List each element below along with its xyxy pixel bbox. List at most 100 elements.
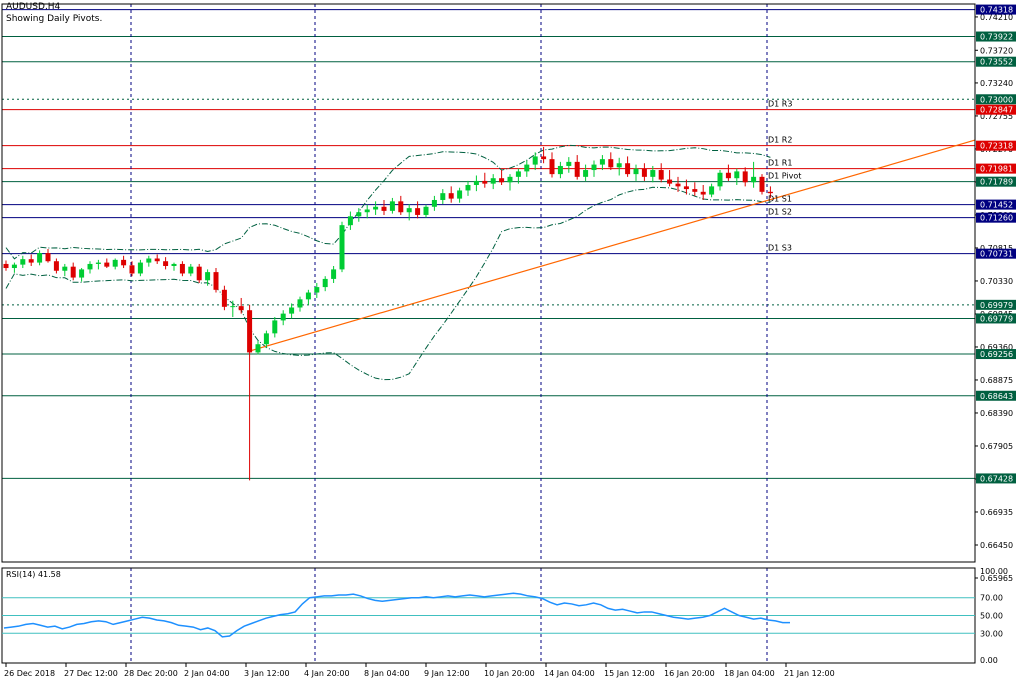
candle-body [658, 170, 664, 180]
upper-band [5, 144, 771, 260]
price-tag-bg [976, 56, 1016, 67]
pivot-label: D1 R2 [768, 136, 792, 145]
candle-body [583, 170, 589, 177]
price-tag-bg [976, 390, 1016, 401]
price-tag: 0.73922 [980, 33, 1013, 42]
candle-body [415, 208, 421, 215]
trendline[interactable] [249, 139, 976, 352]
time-axis: 26 Dec 2018 27 Dec 12:00 28 Dec 20:00 2 Jan… [4, 663, 835, 678]
day-separators [130, 4, 768, 663]
candle-body [373, 206, 379, 210]
time-tick-label: 2 Jan 04:00 [184, 669, 230, 678]
price-tag-bg [976, 473, 1016, 484]
pivot-labels: D1 R3 D1 R2 D1 R1 D1 Pivot D1 S1 D1 S2 D1 S3 [768, 100, 801, 253]
price-tag: 0.74318 [980, 6, 1013, 15]
candle-body [633, 168, 639, 175]
price-tag: 0.68643 [980, 392, 1013, 401]
price-tick-label: 0.69360 [980, 343, 1013, 352]
time-tick-label: 27 Dec 12:00 [64, 669, 118, 678]
price-tag: 0.69979 [980, 301, 1013, 310]
candle-body [667, 179, 673, 184]
price-tag-bg [976, 140, 1016, 151]
candle-body [62, 266, 68, 271]
candle-body [482, 180, 488, 184]
price-tag-bg [976, 104, 1016, 115]
price-tag: 0.71789 [980, 178, 1013, 187]
price-tag: 0.73552 [980, 58, 1013, 67]
chart-subtitle: Showing Daily Pivots. [6, 14, 103, 24]
candle-body [683, 186, 689, 190]
candle-body [566, 161, 572, 166]
candle-body [490, 178, 496, 184]
time-tick-label: 3 Jan 12:00 [244, 669, 290, 678]
candle-body [347, 216, 353, 226]
candle-body [28, 259, 34, 263]
price-tick-label: 0.65965 [980, 574, 1013, 583]
candle-body [137, 262, 143, 274]
candle-body [641, 168, 647, 177]
time-tick-label: 26 Dec 2018 [4, 669, 55, 678]
price-tag: 0.67428 [980, 474, 1013, 483]
candle-body [171, 263, 177, 266]
candle-body [3, 263, 9, 269]
candle-body [599, 159, 605, 165]
price-tag-bg [976, 313, 1016, 324]
candle-body [79, 269, 85, 278]
rsi-tick-label: 50.00 [980, 612, 1003, 621]
candle-body [112, 259, 118, 267]
candle-body [499, 178, 505, 183]
time-tick-label: 18 Jan 04:00 [724, 669, 775, 678]
candle-body [751, 176, 757, 183]
candle-body [381, 206, 387, 211]
price-tag: 0.69256 [980, 350, 1013, 359]
candle-body [356, 212, 362, 217]
price-tag-bg [976, 299, 1016, 310]
time-tick-label: 28 Dec 20:00 [124, 669, 178, 678]
candle-body [129, 265, 135, 274]
candle-body [280, 313, 286, 321]
candle-body [322, 278, 328, 288]
candle-body [146, 258, 152, 263]
candle-body [104, 262, 110, 267]
candle-body [53, 261, 59, 271]
candle-body [255, 344, 261, 353]
main-frame [1, 3, 976, 563]
pivot-label: D1 R3 [768, 100, 792, 109]
price-tick-label: 0.70330 [980, 277, 1013, 286]
candle-body [221, 289, 227, 307]
candle-body [289, 307, 295, 314]
price-tag-bg [976, 4, 1016, 15]
candle-body [700, 191, 706, 195]
candle-body [574, 161, 580, 177]
candle-body [440, 193, 446, 200]
price-tag: 0.72318 [980, 142, 1013, 151]
price-tag-bg [976, 176, 1016, 187]
price-tag: 0.73000 [980, 95, 1013, 104]
candle-body [709, 186, 715, 195]
price-tag-bg [976, 163, 1016, 174]
candle-body [70, 266, 76, 278]
candle-body [238, 306, 244, 311]
bollinger-bands [5, 144, 771, 381]
price-tick-label: 0.66450 [980, 541, 1013, 550]
candle-body [364, 209, 370, 213]
time-tick-label: 21 Jan 12:00 [784, 669, 835, 678]
candle-body [121, 259, 127, 266]
candle-body [473, 180, 479, 186]
candle-body [616, 163, 622, 168]
candle-body [625, 163, 631, 175]
candle-body [154, 258, 160, 262]
price-tag-bg [976, 212, 1016, 223]
horizontal-levels [2, 9, 975, 479]
candle-body [608, 159, 614, 168]
price-tick-label: 0.74210 [980, 13, 1013, 22]
candle-body [725, 172, 731, 179]
candle-body [759, 176, 765, 192]
lower-band [5, 186, 771, 381]
candle-body [465, 185, 471, 191]
candle-body [163, 261, 169, 266]
rsi-panel: 100.00 70.00 50.00 30.00 0.00 [2, 567, 1008, 665]
price-tag: 0.70731 [980, 250, 1013, 259]
time-tick-label: 16 Jan 20:00 [664, 669, 715, 678]
